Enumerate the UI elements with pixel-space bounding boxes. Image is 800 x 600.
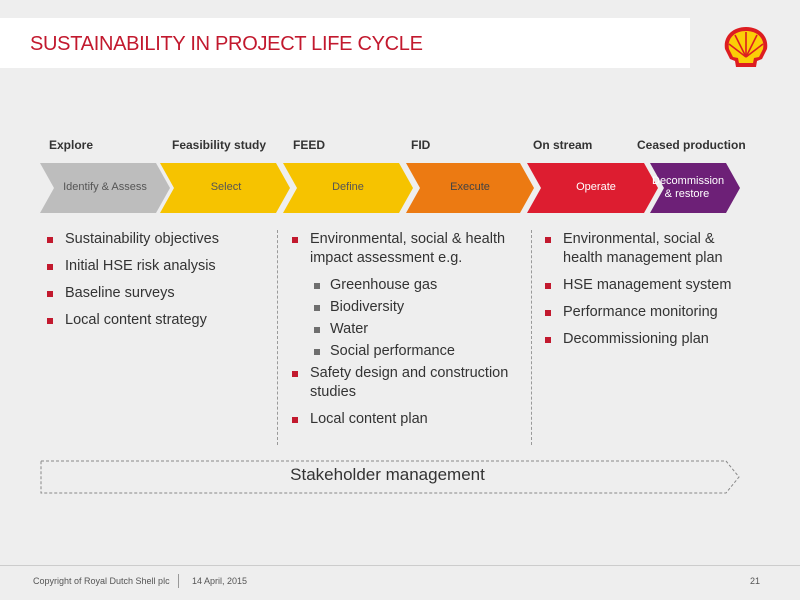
list-item: Sustainability objectives (47, 230, 267, 249)
list-item: HSE management system (545, 276, 755, 295)
bullet-square-icon (545, 237, 551, 243)
list-item: Local content strategy (47, 311, 267, 330)
phase-chevron-operate (527, 163, 658, 213)
bullet-square-icon (47, 291, 53, 297)
list-item: Environmental, social & health impact ass… (292, 230, 527, 268)
bullet-square-icon (47, 264, 53, 270)
page-title: SUSTAINABILITY IN PROJECT LIFE CYCLE (30, 33, 423, 55)
stage-label-explore: Explore (49, 138, 94, 152)
shell-logo-icon (724, 27, 768, 67)
define-execute-column: Environmental, social & health impact ass… (292, 230, 527, 437)
stakeholder-label: Stakeholder management (290, 465, 485, 484)
stage-label-ceased: Ceased production (637, 138, 746, 152)
phase-chevron-identify (40, 163, 170, 213)
bullet-square-icon (47, 237, 53, 243)
stakeholder-arrow (40, 460, 740, 494)
column-divider (531, 230, 532, 445)
stage-label-feasibility: Feasibility study (172, 138, 267, 152)
stage-labels: Explore Feasibility study FEED FID On st… (0, 138, 800, 156)
bullet-square-icon (314, 349, 320, 355)
footer-copyright: Copyright of Royal Dutch Shell plc (33, 576, 170, 586)
bullet-square-icon (545, 337, 551, 343)
stage-label-fid: FID (411, 138, 431, 152)
footer-date: 14 April, 2015 (192, 576, 248, 586)
operate-column: Environmental, social & health management… (545, 230, 755, 357)
footer-separator (178, 574, 179, 588)
list-item: Safety design and construction studies (292, 364, 527, 402)
phase-label-execute: Execute (450, 181, 490, 193)
list-item: Environmental, social & health management… (545, 230, 755, 268)
stage-label-feed: FEED (293, 138, 326, 152)
explore-select-column: Sustainability objectives Initial HSE ri… (47, 230, 267, 338)
phase-chevron-decommission (650, 163, 740, 213)
footer-divider (0, 565, 800, 566)
phase-chevron-execute (406, 163, 534, 213)
phase-label-select: Select (210, 181, 242, 193)
bullet-square-icon (545, 283, 551, 289)
phase-chevron-select (160, 163, 290, 213)
sub-list-item: Water (292, 320, 527, 339)
list-item: Initial HSE risk analysis (47, 257, 267, 276)
phase-label-identify: Identify & Assess (63, 181, 147, 193)
column-divider (277, 230, 278, 445)
list-item: Baseline surveys (47, 284, 267, 303)
phase-label-decommission: Decommission & restore (652, 175, 725, 200)
title-bar (0, 18, 690, 68)
phase-label-define: Define (332, 181, 364, 193)
bullet-square-icon (314, 283, 320, 289)
page-number: 21 (750, 576, 761, 586)
bullet-square-icon (292, 417, 298, 423)
sub-list-item: Greenhouse gas (292, 276, 527, 295)
list-item: Decommissioning plan (545, 330, 755, 349)
phase-chevrons (40, 163, 740, 213)
phase-label-operate: Operate (576, 181, 616, 193)
bullet-square-icon (47, 318, 53, 324)
sub-list-item: Biodiversity (292, 298, 527, 317)
bullet-square-icon (292, 371, 298, 377)
bullet-square-icon (314, 305, 320, 311)
bullet-square-icon (314, 327, 320, 333)
stage-label-on-stream: On stream (533, 138, 593, 152)
bullet-square-icon (292, 237, 298, 243)
sub-list-item: Social performance (292, 342, 527, 361)
bullet-square-icon (545, 310, 551, 316)
list-item: Local content plan (292, 410, 527, 429)
phase-chevron-define (283, 163, 413, 213)
list-item: Performance monitoring (545, 303, 755, 322)
